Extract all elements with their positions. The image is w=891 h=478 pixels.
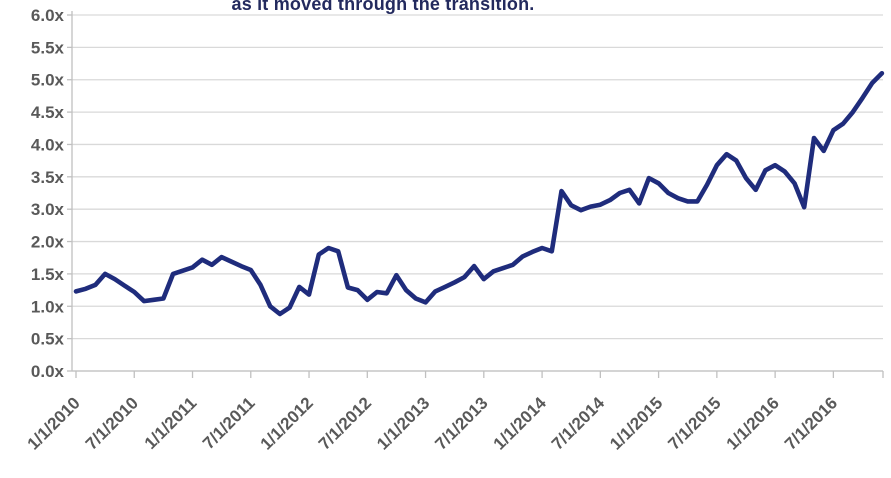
x-axis-label: 1/1/2012 [257,393,317,453]
x-axis-label: 1/1/2011 [141,393,201,453]
y-axis-label: 1.0x [31,297,65,316]
x-axis-label: 1/1/2015 [606,393,666,453]
y-axis-label: 1.5x [31,265,65,284]
x-axis-label: 7/1/2010 [82,393,142,453]
x-axis-label: 7/1/2015 [664,393,724,453]
y-axis-label: 2.0x [31,233,65,252]
multiple-series-line [73,71,885,317]
x-axis-label: 7/1/2013 [431,393,491,453]
x-axis-label: 7/1/2011 [199,393,259,453]
x-axis-label: 7/1/2016 [781,393,841,453]
y-axis-label: 3.0x [31,200,65,219]
y-axis-label: 4.5x [31,103,65,122]
x-axis-label: 7/1/2014 [548,393,609,454]
chart-caption: as it moved through the transition. [0,0,766,15]
x-axis-label: 1/1/2013 [373,393,433,453]
y-axis-label: 0.5x [31,330,65,349]
y-axis-label: 4.0x [31,135,65,154]
y-axis-label: 3.5x [31,168,65,187]
y-axis-label: 6.0x [31,6,65,25]
x-axis-label: 7/1/2012 [315,393,375,453]
y-axis-label: 5.5x [31,38,65,57]
x-axis-label: 1/1/2014 [490,393,551,454]
x-axis-label: 1/1/2010 [24,393,84,453]
y-axis-label: 0.0x [31,362,65,381]
x-axis-label: 1/1/2016 [723,393,783,453]
y-axis-label: 5.0x [31,71,65,90]
caption-text: as it moved through the transition. [231,0,535,14]
